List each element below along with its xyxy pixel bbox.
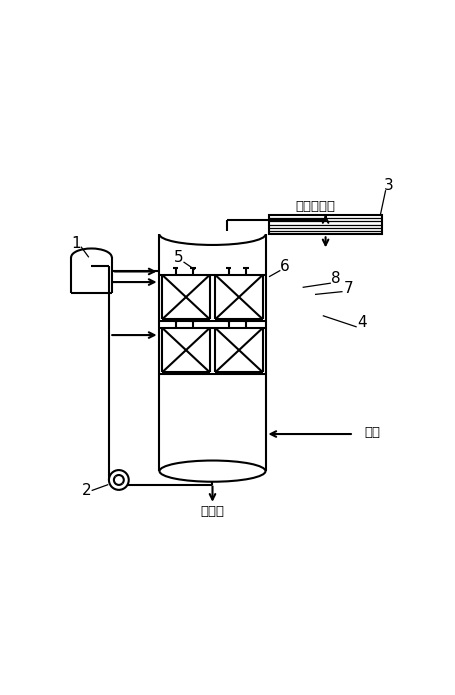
Text: 蒸气: 蒸气 <box>364 426 379 439</box>
Text: 8: 8 <box>331 271 340 286</box>
Text: 7: 7 <box>343 281 353 295</box>
Circle shape <box>109 470 128 490</box>
Text: 5: 5 <box>174 250 183 265</box>
Text: 2: 2 <box>82 483 91 498</box>
Text: 副产物: 副产物 <box>200 505 224 518</box>
Text: 1: 1 <box>71 236 81 251</box>
Text: 4: 4 <box>356 316 366 330</box>
Bar <box>268 215 381 234</box>
Text: 6: 6 <box>279 259 289 275</box>
Text: 3: 3 <box>383 178 393 193</box>
Text: 含水轻组分: 含水轻组分 <box>294 199 334 213</box>
Ellipse shape <box>159 461 265 482</box>
